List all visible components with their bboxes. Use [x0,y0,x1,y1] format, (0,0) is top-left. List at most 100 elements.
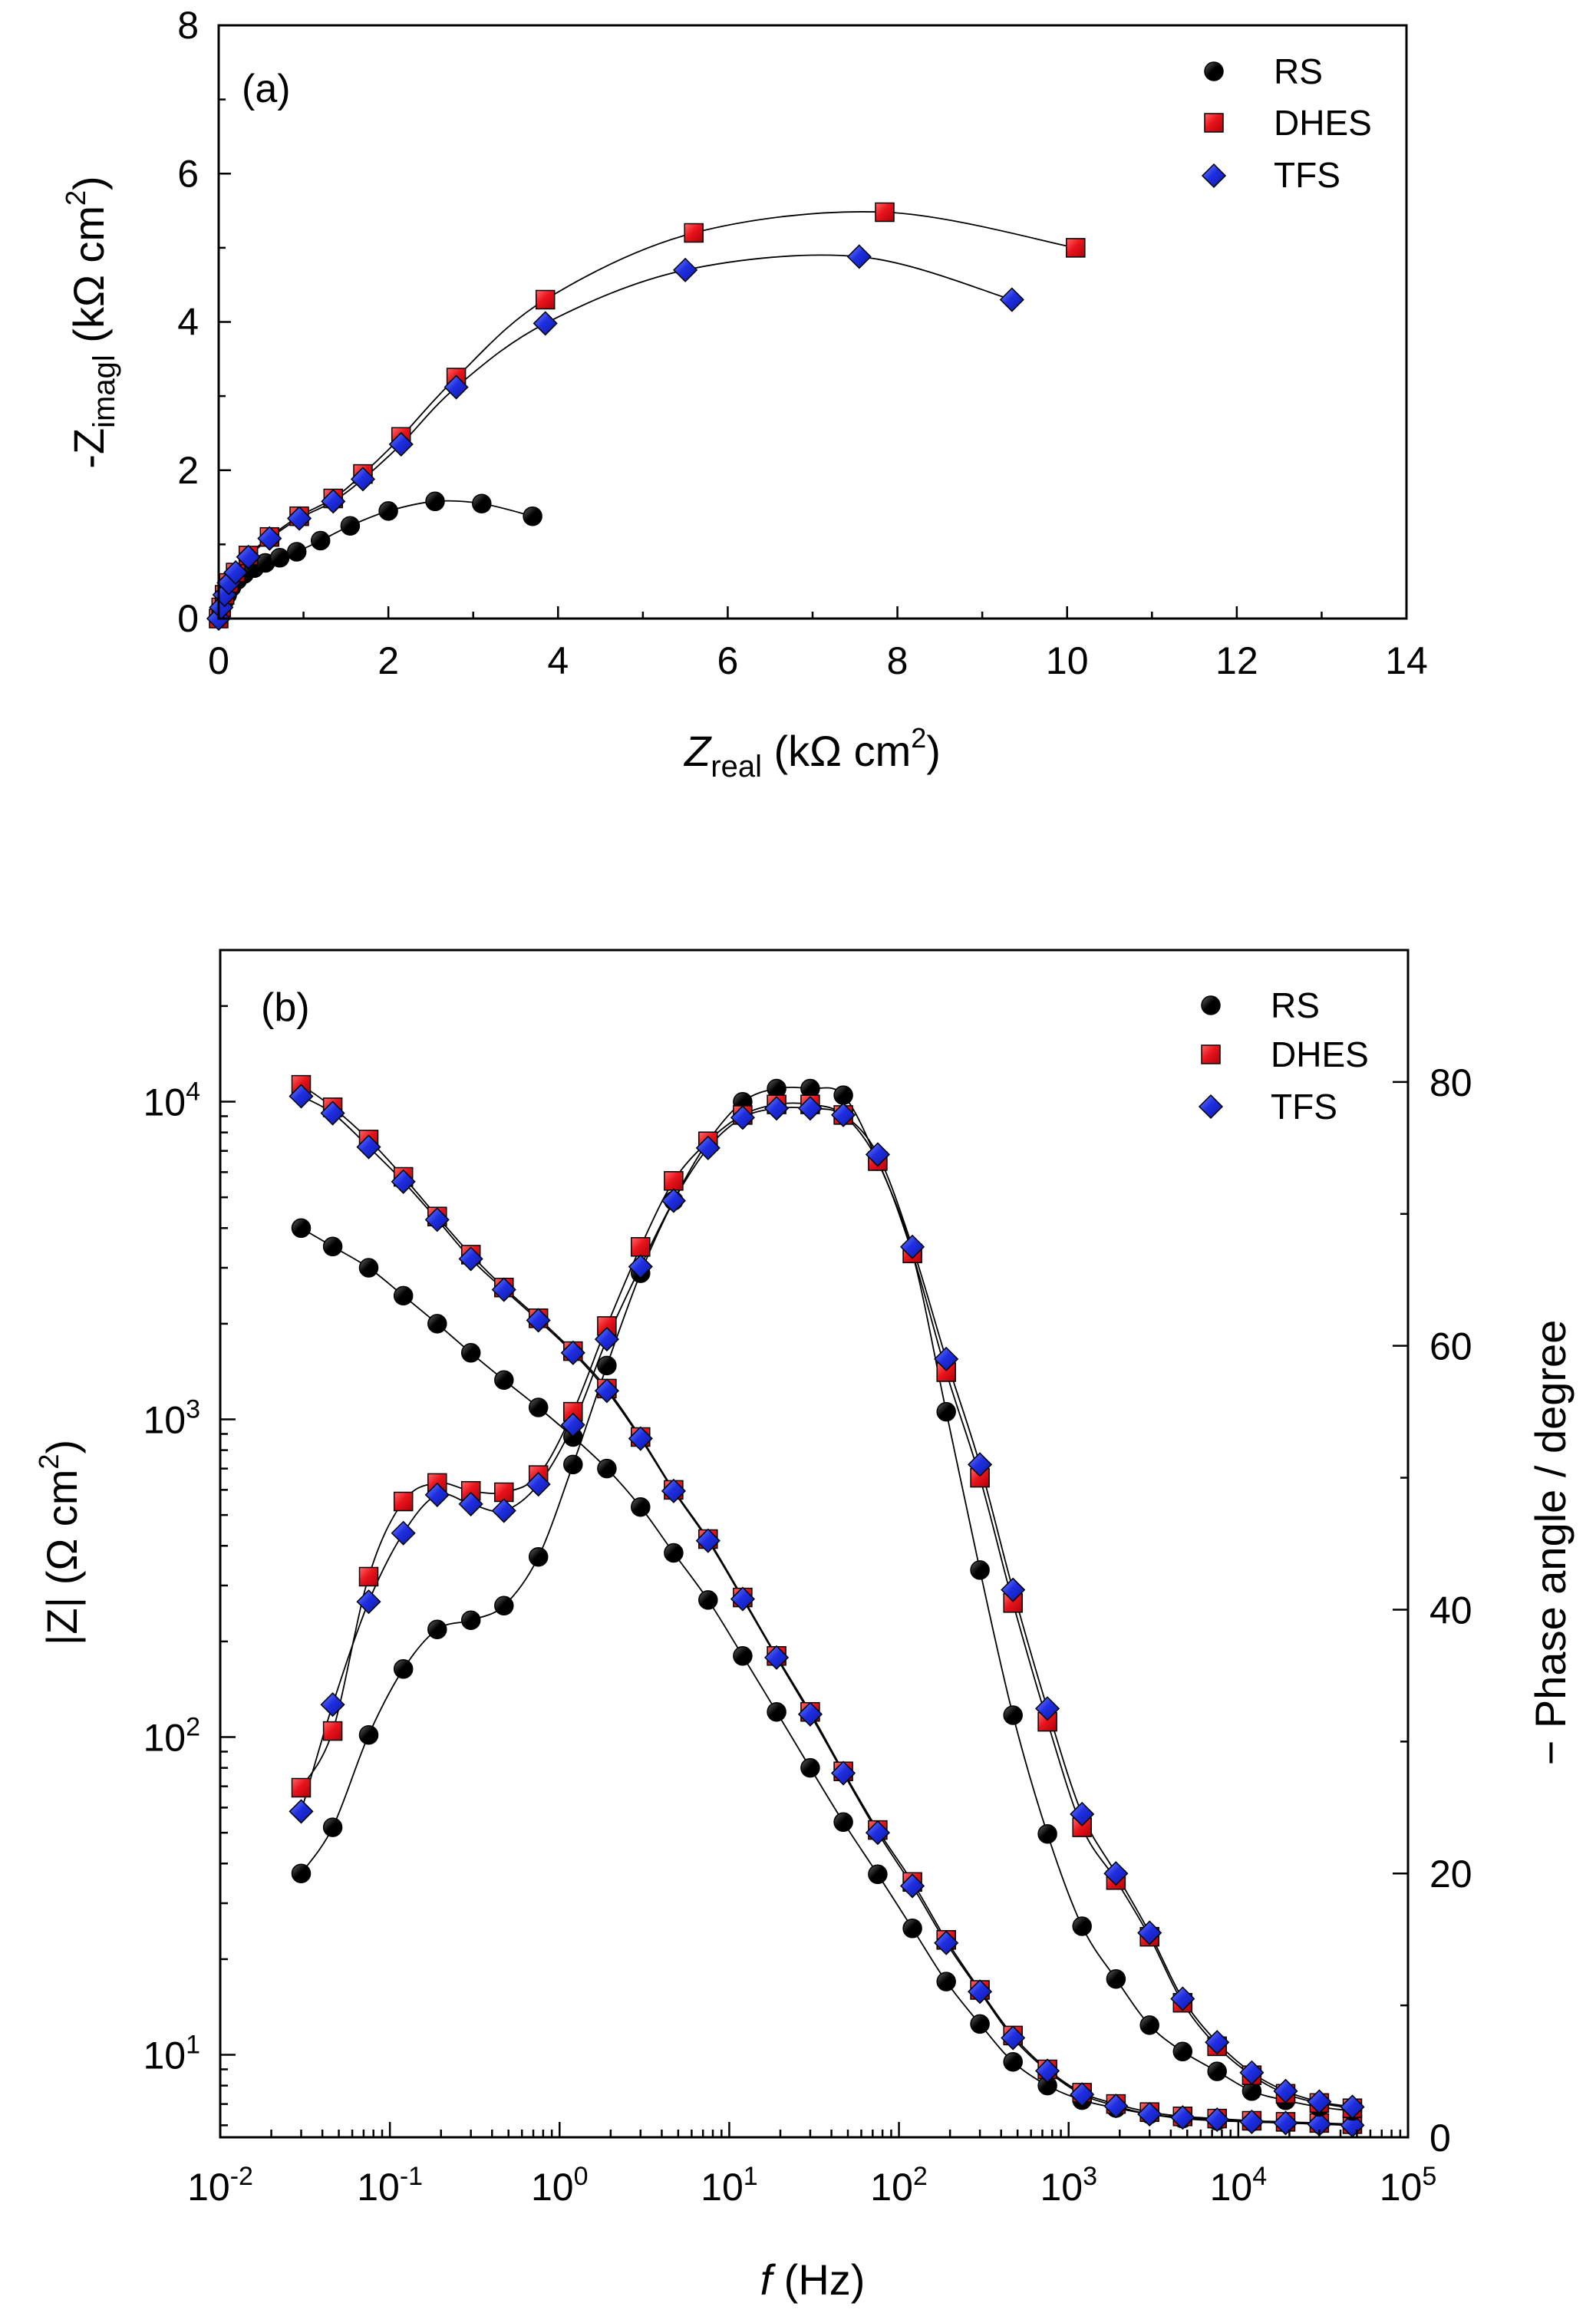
phase-point-dhes [664,1171,684,1191]
y2-tick-label: 0 [1429,2117,1451,2160]
y2-tick-label: 20 [1429,1853,1472,1896]
phase-fit-tfs [300,1107,1353,2108]
modulus-point-tfs [797,1701,823,1727]
legend-dhes-marker [1201,1044,1221,1064]
modulus-point-rs [664,1543,684,1563]
x-tick-label: 2 [378,639,399,682]
fit-line-tfs [218,254,1013,619]
nyquist-data-points [206,202,1086,632]
data-point-tfs [236,544,261,569]
modulus-point-tfs [1103,2094,1129,2119]
phase-point-tfs [830,1102,856,1127]
phase-point-rs [597,1355,617,1376]
phase-point-rs [1207,2061,1227,2081]
bode-y-axis-label: |Z| (Ω cm2) [33,1440,86,1645]
modulus-point-rs [460,1343,481,1363]
data-point-rs [310,530,331,551]
y-tick-label: 103 [143,1395,200,1442]
y-tick-label: 2 [177,449,199,492]
modulus-point-rs [868,1864,888,1885]
data-point-tfs [444,375,469,400]
modulus-point-tfs [320,1100,345,1126]
phase-point-tfs [1103,1861,1129,1886]
phase-point-tfs [526,1472,551,1497]
nyquist-plot: 0 2 4 6 8 10 12 14 0 2 4 6 8 (a) RS DHES TFS Zreal (… [60,4,1428,784]
data-point-tfs [257,526,282,551]
y-tick-label: 101 [143,2031,200,2077]
phase-point-rs [1106,1968,1126,1989]
phase-point-tfs [356,1589,381,1615]
modulus-point-tfs [1001,2025,1026,2051]
modulus-point-rs [733,1646,753,1666]
phase-point-tfs [865,1142,891,1167]
phase-point-tfs [391,1520,416,1546]
modulus-point-tfs [865,1820,891,1846]
phase-point-dhes [393,1491,414,1512]
data-point-rs [286,542,307,562]
phase-point-rs [563,1454,583,1475]
modulus-point-rs [800,1757,820,1778]
modulus-point-rs [698,1590,718,1610]
phase-point-rs [833,1085,853,1105]
phase-point-tfs [1035,1696,1060,1721]
phase-point-rs [1139,2015,1159,2035]
data-point-tfs [350,467,376,492]
modulus-point-rs [358,1258,379,1278]
nyquist-x-axis-label: Zreal (kΩ cm2) [683,722,941,784]
phase-point-tfs [1070,1801,1095,1826]
modulus-point-tfs [1273,2110,1298,2136]
bode-fit-lines [300,1084,1353,2127]
y2-tick-label: 40 [1429,1589,1472,1632]
modulus-point-tfs [830,1760,856,1786]
modulus-point-tfs [424,1207,450,1232]
nyquist-y-axis-label: -Zimagl (kΩ cm2) [60,176,121,468]
panel-label-a: (a) [242,67,291,111]
modulus-fit-rs [301,1227,1353,2127]
bode-legend: RS DHES TFS [1198,985,1369,1127]
modulus-point-tfs [1170,2105,1195,2130]
data-point-dhes [684,223,704,243]
phase-fit-dhes [300,1102,1353,2110]
phase-point-tfs [695,1135,721,1160]
bode-plot: 10-2 10-1 100 101 102 103 104 105 101 102 103 104 0 2… [33,949,1575,2304]
y-tick-label: 6 [177,152,199,195]
data-point-dhes [1066,238,1086,258]
phase-point-rs [358,1724,379,1745]
phase-point-tfs [560,1412,585,1437]
nyquist-axis-ticks: 0 2 4 6 8 10 12 14 0 2 4 6 8 [177,4,1428,682]
bode-data-points [289,1074,1365,2138]
data-point-dhes [535,289,556,310]
phase-point-rs [393,1659,414,1679]
x-tick-label: 101 [701,2162,758,2209]
modulus-point-rs [833,1812,853,1833]
x-tick-label: 6 [717,639,739,682]
data-point-tfs [286,506,312,531]
x-tick-label: 103 [1040,2162,1097,2209]
phase-point-tfs [1001,1577,1026,1602]
phase-point-tfs [458,1491,483,1516]
data-point-tfs [223,560,249,586]
modulus-point-rs [1003,2051,1023,2072]
fit-line-dhes [218,211,1076,619]
modulus-point-rs [936,1972,956,1991]
phase-point-dhes [322,1721,343,1741]
phase-point-tfs [1170,1986,1195,2011]
modulus-point-tfs [695,1528,721,1553]
legend-rs-marker [1201,995,1221,1015]
modulus-point-rs [631,1496,651,1517]
x-tick-label: 8 [887,639,908,682]
bode-x-axis-label: f (Hz) [760,2255,866,2304]
modulus-point-tfs [491,1277,516,1302]
phase-point-rs [936,1401,956,1422]
x-tick-label: 10 [1046,639,1089,682]
x-tick-label: 10-1 [357,2162,423,2209]
data-point-tfs [321,489,346,514]
phase-point-rs [1037,1823,1057,1844]
x-tick-label: 0 [208,639,229,682]
modulus-point-tfs [1205,2107,1230,2133]
modulus-point-tfs [289,1084,314,1109]
modulus-point-rs [427,1314,447,1334]
modulus-point-tfs [458,1246,483,1272]
modulus-point-tfs [356,1134,381,1160]
